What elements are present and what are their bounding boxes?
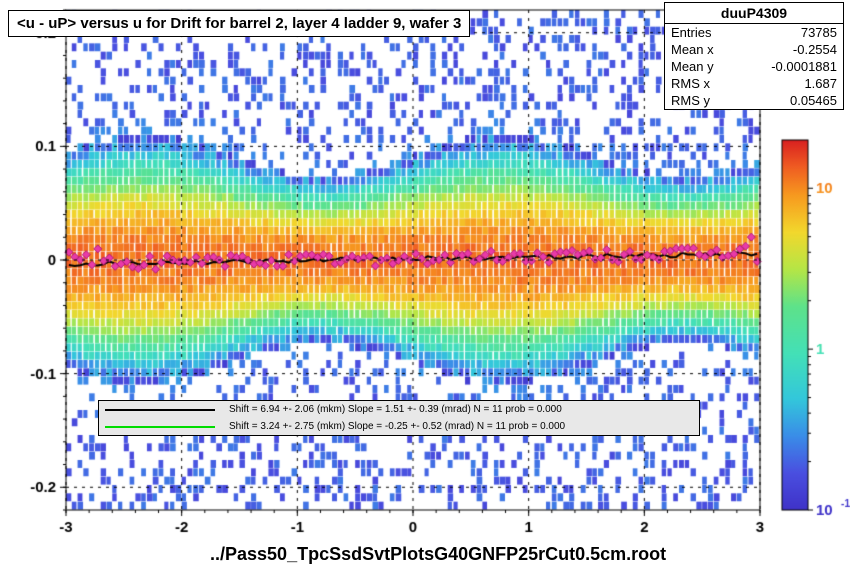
stats-title: duuP4309 xyxy=(665,3,843,24)
legend-swatch xyxy=(105,426,215,428)
stats-row: Entries73785 xyxy=(665,24,843,41)
fit-legend: Shift = 6.94 +- 2.06 (mkm) Slope = 1.51 … xyxy=(98,400,700,436)
xaxis-label: ../Pass50_TpcSsdSvtPlotsG40GNFP25rCut0.5… xyxy=(210,544,666,565)
stats-row: Mean x-0.2554 xyxy=(665,41,843,58)
stats-row: RMS x1.687 xyxy=(665,75,843,92)
stats-row: Mean y-0.0001881 xyxy=(665,58,843,75)
stats-box: duuP4309 Entries73785Mean x-0.2554Mean y… xyxy=(664,2,844,110)
legend-row: Shift = 6.94 +- 2.06 (mkm) Slope = 1.51 … xyxy=(99,401,699,418)
legend-text: Shift = 3.24 +- 2.75 (mkm) Slope = -0.25… xyxy=(229,421,565,432)
legend-row: Shift = 3.24 +- 2.75 (mkm) Slope = -0.25… xyxy=(99,418,699,435)
plot-title: <u - uP> versus u for Drift for barrel 2… xyxy=(8,10,470,37)
stats-row: RMS y0.05465 xyxy=(665,92,843,109)
plot-container: <u - uP> versus u for Drift for barrel 2… xyxy=(0,0,850,572)
legend-text: Shift = 6.94 +- 2.06 (mkm) Slope = 1.51 … xyxy=(229,404,562,415)
legend-swatch xyxy=(105,409,215,411)
